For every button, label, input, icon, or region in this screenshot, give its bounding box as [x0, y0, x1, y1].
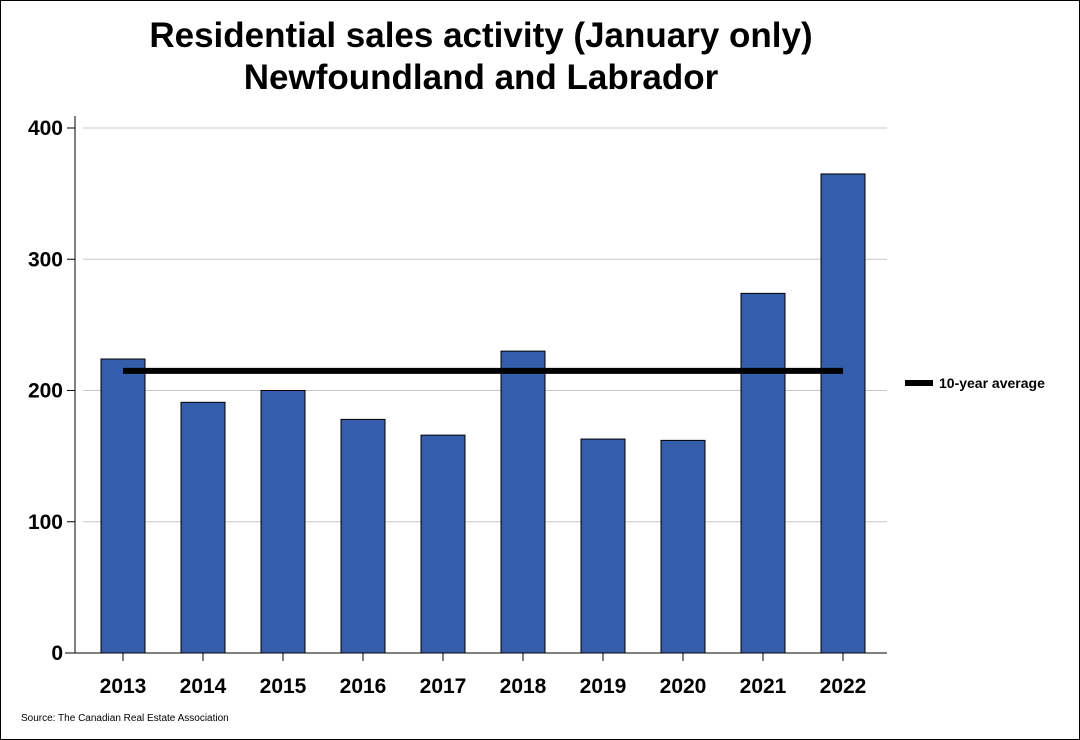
bar	[420, 434, 466, 654]
chart-title-line-1: Residential sales activity (January only…	[149, 16, 813, 55]
x-tick-label: 2017	[420, 675, 467, 698]
y-tick-label: 300	[28, 248, 63, 271]
chart-title: Residential sales activity (January only…	[1, 15, 961, 99]
bar	[660, 439, 706, 654]
x-tick-label: 2014	[180, 675, 227, 698]
y-tick-label: 0	[51, 642, 63, 665]
legend-label: 10-year average	[939, 375, 1045, 391]
chart-title-line-2: Newfoundland and Labrador	[243, 58, 719, 97]
y-tick-label: 400	[28, 117, 63, 140]
y-tick-label: 200	[28, 380, 63, 403]
bar	[820, 173, 866, 654]
x-tick-label: 2022	[820, 675, 867, 698]
bar	[580, 438, 626, 654]
bar	[340, 418, 386, 654]
bar	[500, 350, 546, 654]
x-tick-label: 2019	[580, 675, 627, 698]
source-note: Source: The Canadian Real Estate Associa…	[21, 713, 229, 724]
bar	[180, 401, 226, 654]
legend: 10-year average	[905, 375, 1045, 391]
legend-line-swatch	[905, 380, 933, 386]
x-tick-label: 2020	[660, 675, 707, 698]
x-tick-label: 2015	[260, 675, 307, 698]
x-tick-label: 2013	[100, 675, 147, 698]
bar	[740, 292, 786, 654]
x-tick-label: 2018	[500, 675, 547, 698]
bar	[100, 358, 146, 654]
y-tick-label: 100	[28, 511, 63, 534]
bar	[260, 390, 306, 654]
x-tick-label: 2021	[740, 675, 787, 698]
x-tick-label: 2016	[340, 675, 387, 698]
